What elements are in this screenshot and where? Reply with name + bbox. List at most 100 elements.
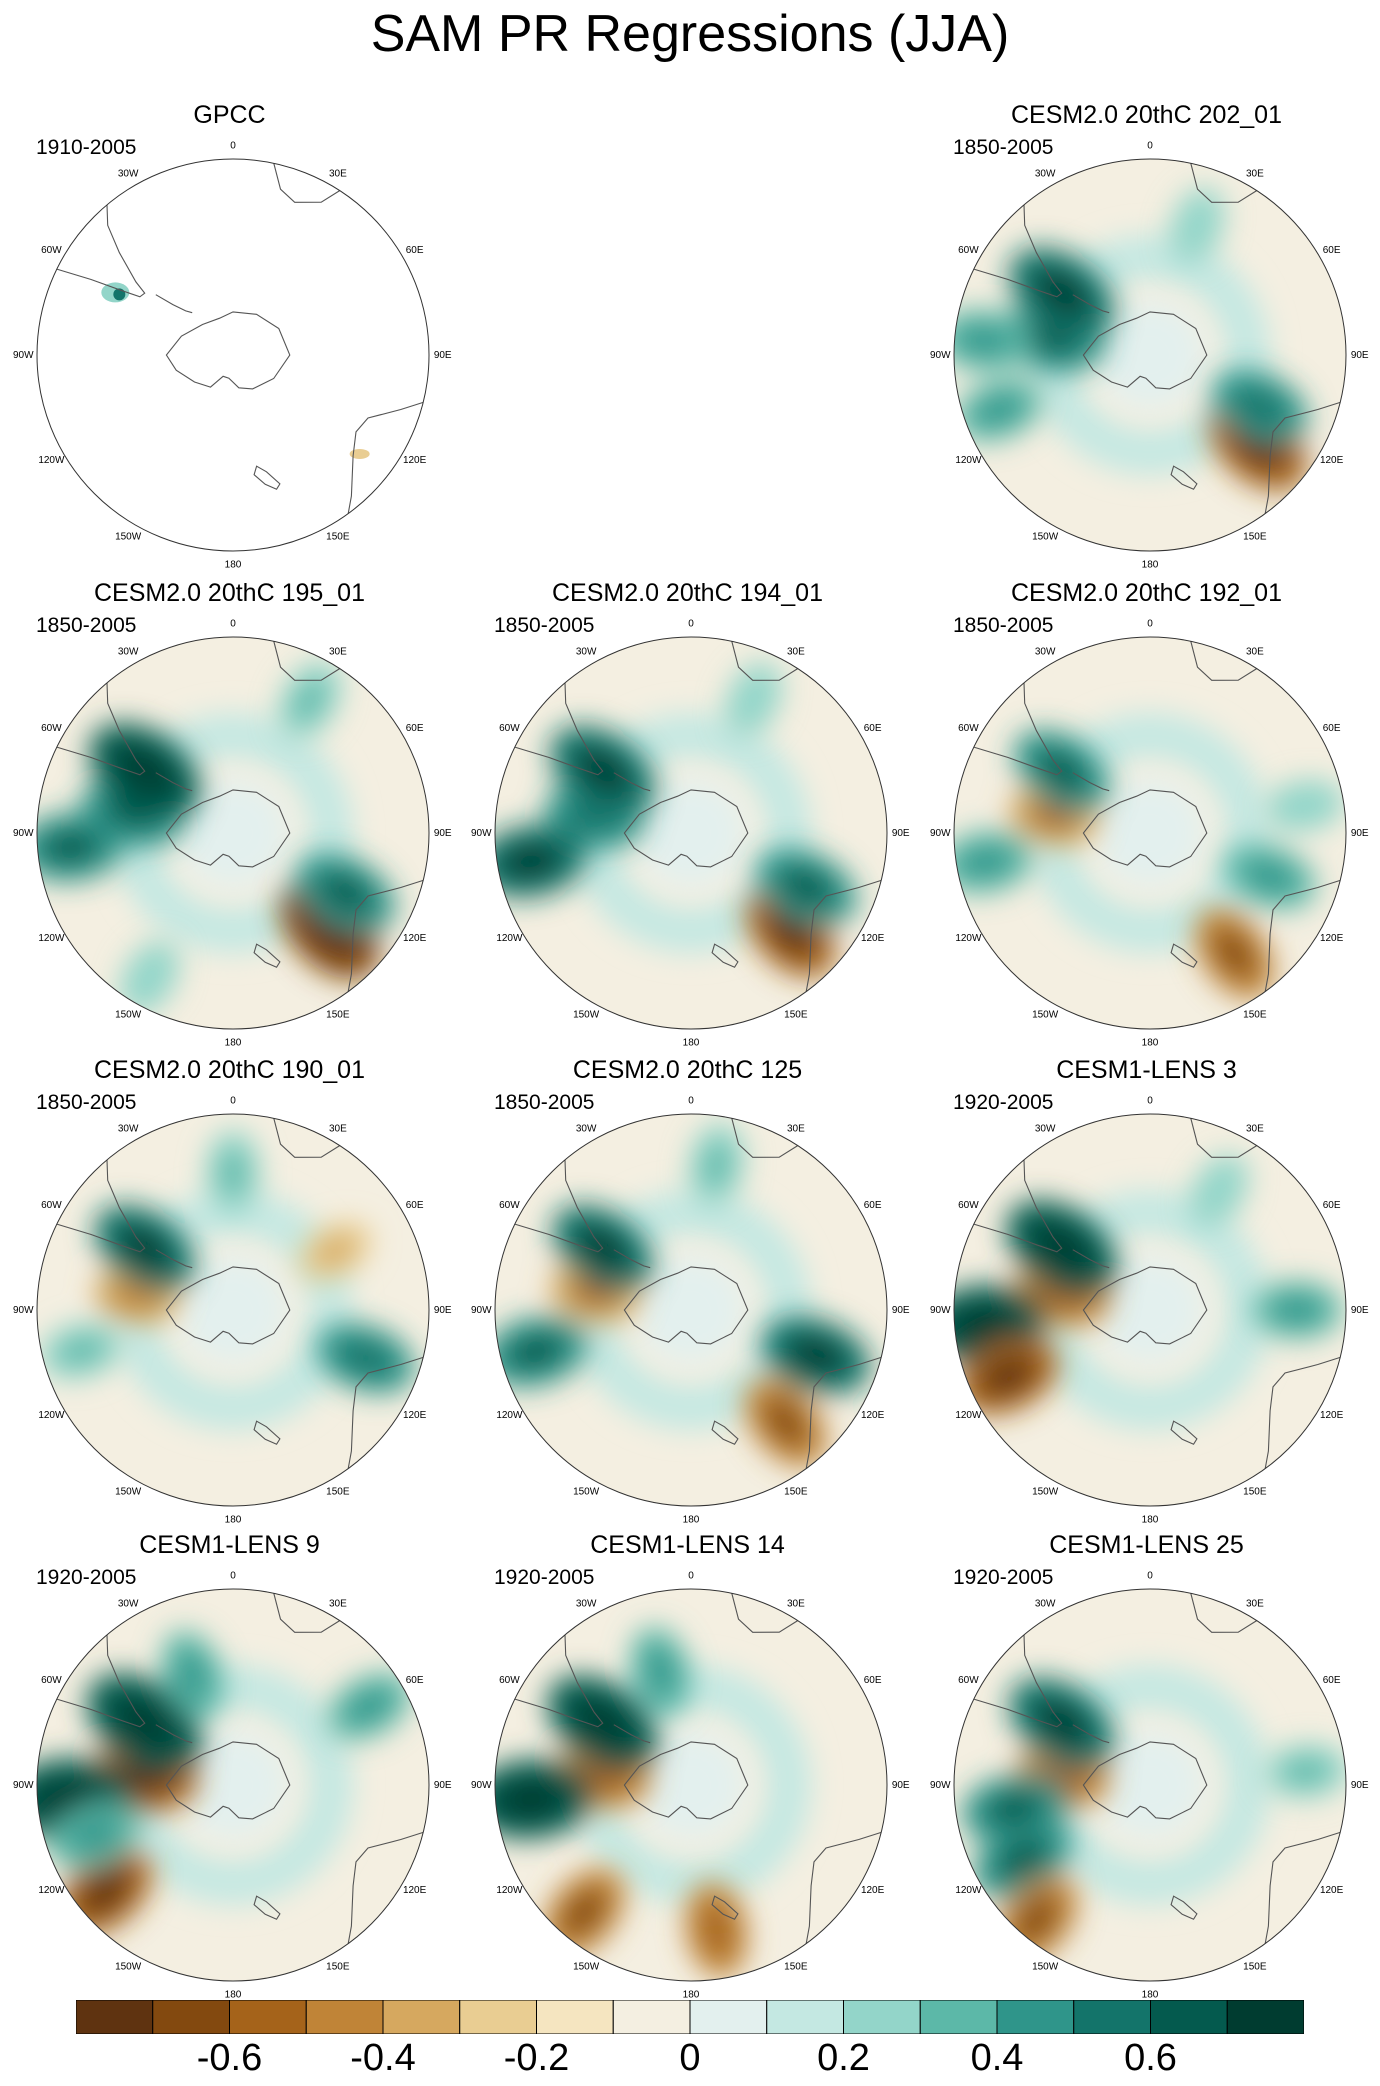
longitude-label: 120W — [955, 933, 982, 944]
longitude-label: 0 — [688, 618, 694, 629]
longitude-label: 180 — [225, 560, 242, 571]
longitude-label: 180 — [1142, 1990, 1159, 2001]
longitude-label: 150W — [573, 1487, 600, 1498]
colorbar-tick-label: -0.4 — [350, 2037, 416, 2079]
longitude-label: 0 — [688, 1570, 694, 1581]
longitude-label: 150W — [1032, 1962, 1059, 1973]
longitude-label: 60W — [41, 723, 62, 734]
longitude-label: 150E — [326, 1010, 350, 1021]
longitude-label: 120W — [955, 455, 982, 466]
longitude-label: 30E — [329, 1123, 347, 1134]
longitude-label: 120E — [1320, 1410, 1344, 1421]
figure-title: SAM PR Regressions (JJA) — [370, 5, 1010, 63]
longitude-label: 60W — [958, 723, 979, 734]
longitude-label: 120W — [38, 455, 65, 466]
polar-map: 0 30E 60E 90E 120E 150E 180 150W 120W 90W 60W 30W — [930, 140, 1369, 571]
colorbar-swatch — [536, 2000, 614, 2034]
longitude-label: 30E — [1246, 646, 1264, 657]
longitude-label: 150W — [1032, 532, 1059, 543]
longitude-label: 120E — [403, 1410, 427, 1421]
longitude-label: 90E — [1351, 1780, 1369, 1791]
colorbar-swatch — [1226, 2000, 1304, 2034]
panel-years: 1850-2005 — [36, 614, 137, 637]
longitude-label: 120E — [1320, 933, 1344, 944]
longitude-label: 0 — [688, 1095, 694, 1106]
map-panel: CESM1-LENS 3 1920-2005 0 30E 60E 90E 120E 150E 1… — [917, 1055, 1376, 1529]
longitude-label: 90W — [930, 350, 951, 361]
longitude-label: 150E — [326, 1962, 350, 1973]
longitude-label: 30W — [1035, 646, 1056, 657]
panel-years: 1920-2005 — [494, 1566, 595, 1589]
colorbar-swatch — [152, 2000, 230, 2034]
polar-map: 0 30E 60E 90E 120E 150E 180 150W 120W 90W 60W 30W — [13, 1095, 452, 1526]
map-panel: CESM2.0 20thC 202_01 1850-2005 0 30E 60E 90E 1… — [917, 100, 1376, 574]
colorbar-swatch — [76, 2000, 154, 2034]
longitude-label: 90W — [13, 828, 34, 839]
longitude-label: 0 — [1147, 140, 1153, 151]
polar-map: 0 30E 60E 90E 120E 150E 180 150W 120W 90W 60W 30W — [930, 618, 1369, 1048]
longitude-label: 0 — [230, 140, 236, 151]
colorbar-swatch — [1150, 2000, 1228, 2034]
panel-title: GPCC — [193, 101, 266, 129]
polar-map: 0 30E 60E 90E 120E 150E 180 150W 120W 90W 60W 30W — [471, 618, 910, 1049]
colorbar-swatch — [382, 2000, 461, 2034]
longitude-label: 60W — [499, 1200, 520, 1211]
longitude-label: 30W — [118, 1123, 139, 1134]
longitude-label: 30E — [1246, 1598, 1264, 1609]
colorbar-swatch — [843, 2000, 921, 2034]
colorbar-tick-label: 0.6 — [1124, 2037, 1177, 2079]
longitude-label: 150W — [115, 532, 142, 543]
map-panel: CESM1-LENS 9 1920-2005 0 30E 60E 90E 120E 150E 1… — [0, 1530, 459, 2004]
longitude-label: 180 — [683, 1990, 700, 2001]
map-panel: CESM2.0 20thC 190_01 1850-2005 0 30E 60E 90E 1… — [0, 1055, 459, 1529]
longitude-label: 30W — [576, 646, 597, 657]
longitude-label: 120W — [496, 933, 523, 944]
longitude-label: 150W — [1032, 1487, 1059, 1498]
longitude-label: 120E — [403, 1885, 427, 1896]
longitude-label: 90W — [471, 1305, 492, 1316]
longitude-label: 90W — [471, 1780, 492, 1791]
longitude-label: 120E — [861, 933, 885, 944]
longitude-label: 0 — [1147, 1570, 1153, 1581]
longitude-label: 60E — [406, 1200, 424, 1211]
panel-years: 1850-2005 — [36, 1091, 137, 1114]
colorbar-swatch — [689, 2000, 768, 2034]
longitude-label: 90W — [930, 1780, 951, 1791]
longitude-label: 30E — [329, 168, 347, 179]
longitude-label: 150W — [573, 1962, 600, 1973]
longitude-label: 120E — [861, 1410, 885, 1421]
longitude-label: 180 — [683, 1038, 700, 1049]
longitude-label: 120W — [496, 1885, 523, 1896]
longitude-label: 120W — [38, 1410, 65, 1421]
longitude-label: 30W — [1035, 1123, 1056, 1134]
longitude-label: 180 — [1142, 560, 1159, 571]
longitude-label: 30E — [787, 1123, 805, 1134]
colorbar-swatch — [305, 2000, 384, 2034]
longitude-label: 120E — [1320, 455, 1344, 466]
longitude-label: 120E — [403, 933, 427, 944]
longitude-label: 30E — [1246, 1123, 1264, 1134]
colorbar-swatch — [996, 2000, 1075, 2034]
panel-title: CESM2.0 20thC 195_01 — [93, 579, 365, 607]
longitude-label: 150E — [326, 1487, 350, 1498]
longitude-label: 90E — [434, 1780, 452, 1791]
longitude-label: 150E — [1243, 1010, 1267, 1021]
panel-years: 1850-2005 — [953, 136, 1054, 159]
longitude-label: 30E — [787, 1598, 805, 1609]
colorbar-tick-label: -0.6 — [196, 2037, 263, 2079]
polar-map: 0 30E 60E 90E 120E 150E 180 150W 120W 90W 60W 30W — [13, 618, 452, 1048]
longitude-label: 180 — [1142, 1515, 1159, 1526]
longitude-label: 180 — [225, 1515, 242, 1526]
longitude-label: 150E — [784, 1962, 808, 1973]
longitude-label: 150E — [784, 1487, 808, 1498]
longitude-label: 30E — [787, 646, 805, 657]
longitude-label: 150W — [115, 1487, 142, 1498]
longitude-label: 30E — [1246, 168, 1264, 179]
colorbar-swatch — [919, 2000, 998, 2034]
map-panel: CESM1-LENS 14 1920-2005 0 30E 60E 90E 120E 150E… — [458, 1530, 917, 2004]
longitude-label: 120E — [861, 1885, 885, 1896]
polar-map: 0 30E 60E 90E 120E 150E 180 150W 120W 90W 60W 30W — [471, 1095, 910, 1525]
longitude-label: 60E — [406, 723, 424, 734]
longitude-label: 90W — [930, 828, 951, 839]
colorbar — [76, 2000, 1304, 2034]
